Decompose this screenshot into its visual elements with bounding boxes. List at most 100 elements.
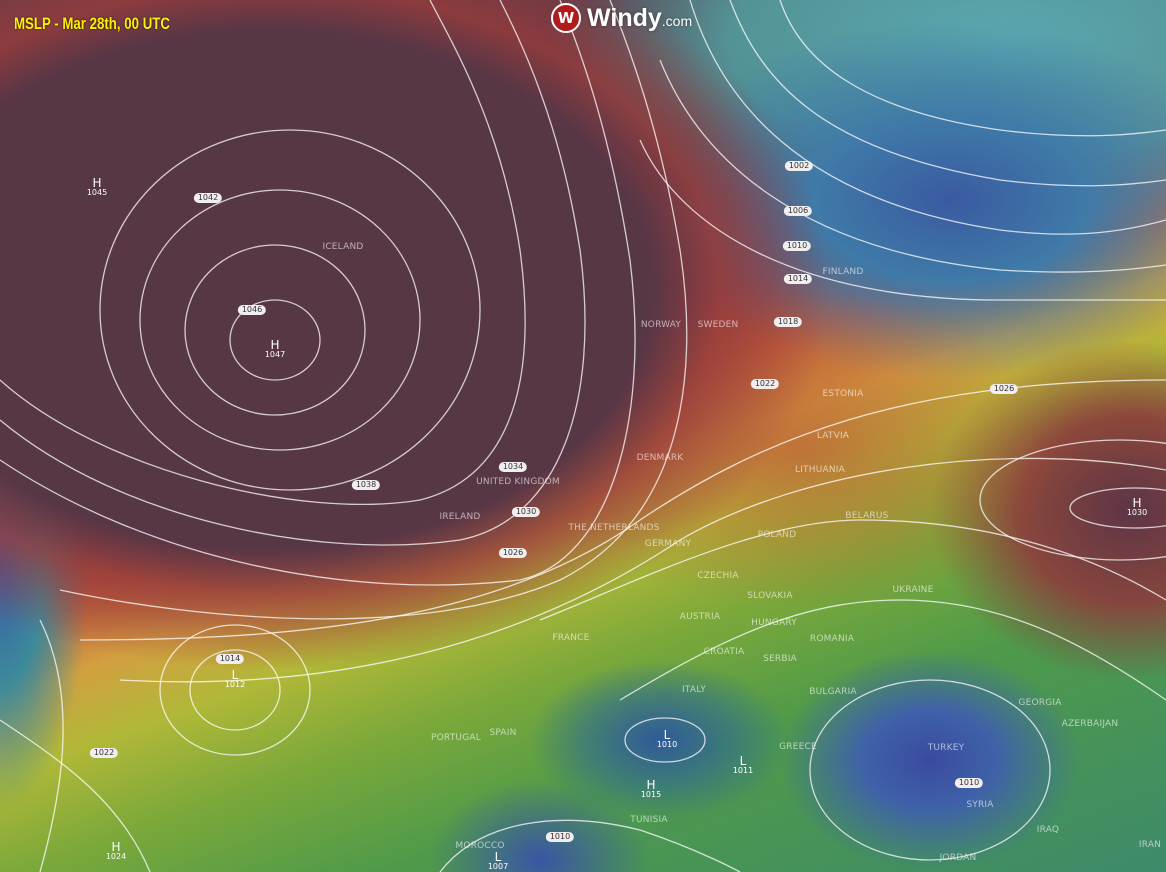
country-label: PORTUGAL	[431, 733, 481, 743]
isobar	[59, 0, 688, 620]
pressure-value: 1045	[86, 188, 108, 197]
country-label: THE NETHERLANDS	[568, 523, 660, 533]
isobar-label: 1018	[773, 317, 803, 327]
isobar-label: 1022	[89, 748, 119, 758]
country-label: CROATIA	[703, 647, 745, 657]
country-label: UNITED KINGDOM	[476, 477, 560, 487]
isobar-label: 1014	[783, 274, 813, 284]
pressure-type: H	[1132, 496, 1142, 510]
isobar-label: 1010	[545, 832, 575, 842]
country-label: CZECHIA	[697, 571, 739, 581]
country-label: IRELAND	[439, 512, 481, 522]
map-title: MSLP - Mar 28th, 00 UTC	[14, 14, 170, 33]
country-label: FRANCE	[552, 633, 590, 643]
isobar	[119, 457, 1166, 683]
high-pressure-center: H 1024	[105, 840, 127, 862]
country-label: IRAN	[1138, 840, 1162, 850]
isobar	[184, 244, 366, 416]
isobar-label: 1002	[784, 161, 814, 171]
isobar-label: 1046	[237, 305, 267, 315]
isobar	[99, 129, 481, 491]
country-label: SPAIN	[489, 728, 517, 738]
high-pressure-center: H 1030	[1126, 496, 1148, 518]
country-label: GREECE	[779, 742, 817, 752]
isobar	[159, 624, 311, 756]
isobar	[624, 717, 706, 763]
isobar	[619, 599, 1166, 701]
pressure-value: 1015	[640, 790, 662, 799]
country-label: DENMARK	[636, 453, 684, 463]
low-pressure-center: L 1012	[224, 668, 246, 690]
pressure-type: H	[111, 840, 121, 854]
pressure-value: 1012	[224, 680, 246, 689]
country-label: BULGARIA	[809, 687, 857, 697]
pressure-type: H	[270, 338, 280, 352]
isobar-label: 1014	[215, 654, 245, 664]
country-label: ROMANIA	[809, 634, 855, 644]
isobar-label: 1006	[783, 206, 813, 216]
isobar-label: 1022	[750, 379, 780, 389]
country-label: JORDAN	[939, 853, 977, 863]
isobar	[229, 299, 321, 381]
low-pressure-center: L 1010	[656, 729, 678, 750]
country-label: HUNGARY	[751, 618, 797, 628]
isobar	[0, 0, 586, 546]
isobar	[189, 649, 281, 731]
isobar-label: 1034	[498, 462, 528, 472]
low-pressure-center: L 1007	[487, 850, 509, 872]
pressure-value: 1024	[105, 852, 127, 861]
isobar	[0, 0, 526, 506]
windy-logo-icon: W	[551, 3, 581, 33]
country-label: ESTONIA	[822, 389, 864, 399]
isobar	[0, 719, 151, 872]
high-pressure-center: H 1015	[640, 778, 662, 800]
isobar-label: 1030	[511, 507, 541, 517]
isobar	[779, 0, 1166, 137]
low-pressure-center: L 1011	[732, 754, 754, 776]
isobar-label: 1026	[498, 548, 528, 558]
isobar	[79, 379, 1166, 641]
isobar	[659, 59, 1166, 273]
isobar	[0, 0, 636, 586]
country-label: FINLAND	[822, 267, 864, 277]
country-label: UKRAINE	[892, 585, 934, 595]
pressure-type: H	[646, 778, 656, 792]
country-label: NORWAY	[640, 320, 682, 330]
pressure-value: 1010	[656, 740, 678, 749]
pressure-type: L	[494, 850, 502, 864]
isobar-label: 1010	[782, 241, 812, 251]
country-label: LATVIA	[816, 431, 850, 441]
country-label: TURKEY	[927, 743, 965, 753]
isobar	[439, 819, 741, 872]
isobar	[39, 619, 64, 872]
country-label: GERMANY	[644, 539, 692, 549]
country-label: AZERBAIJAN	[1061, 719, 1119, 729]
pressure-value: 1030	[1126, 508, 1148, 517]
pressure-value: 1047	[264, 350, 286, 359]
country-label: AUSTRIA	[679, 612, 721, 622]
isobar-label: 1042	[193, 193, 223, 203]
country-label: TUNISIA	[630, 815, 668, 825]
country-label: SYRIA	[966, 800, 994, 810]
high-pressure-center: H 1047	[264, 338, 286, 360]
isobar	[979, 439, 1166, 561]
brand-name: Windy	[587, 3, 662, 32]
pressure-type: H	[92, 176, 102, 190]
isobar-label: 1038	[351, 480, 381, 490]
country-label: ITALY	[682, 685, 706, 695]
country-label: MOROCCO	[455, 841, 505, 851]
windy-logo[interactable]: W Windy.com	[551, 3, 692, 33]
isobar-label: 1026	[989, 384, 1019, 394]
pressure-value: 1011	[732, 766, 754, 775]
pressure-value: 1007	[487, 862, 509, 871]
country-label: SLOVAKIA	[747, 591, 793, 601]
country-label: IRAQ	[1036, 825, 1060, 835]
isobar	[539, 519, 1166, 621]
pressure-type: L	[231, 668, 239, 682]
country-label: ICELAND	[322, 242, 364, 252]
isobar	[689, 0, 1166, 235]
pressure-type: L	[739, 754, 747, 768]
country-label: SWEDEN	[697, 320, 739, 330]
